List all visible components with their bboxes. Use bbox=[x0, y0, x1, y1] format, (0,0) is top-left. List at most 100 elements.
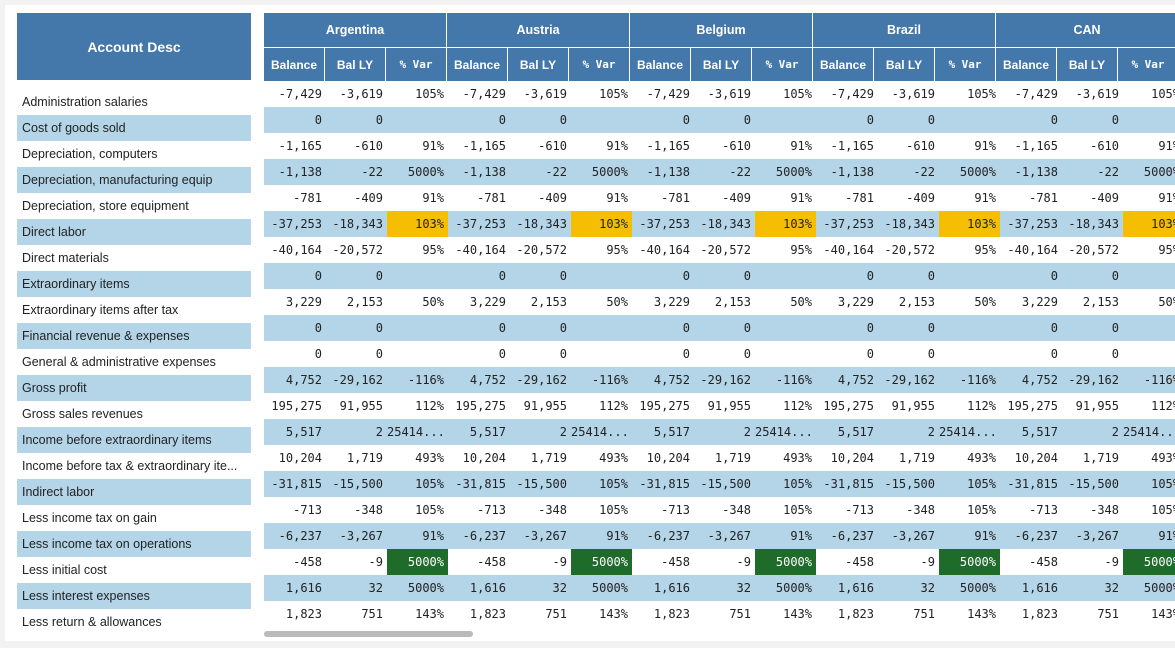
var-cell[interactable]: 95% bbox=[1158, 243, 1175, 257]
balance-cell[interactable]: 1,616 bbox=[837, 581, 874, 595]
account-row-label[interactable]: Depreciation, computers bbox=[22, 147, 158, 161]
var-cell[interactable]: 50% bbox=[422, 295, 444, 309]
bal-ly-cell[interactable]: -22 bbox=[1097, 165, 1119, 179]
bal-ly-cell[interactable]: 2 bbox=[927, 425, 935, 439]
account-row-label[interactable]: Direct materials bbox=[22, 251, 109, 265]
balance-cell[interactable]: 0 bbox=[498, 113, 506, 127]
var-cell[interactable]: 105% bbox=[415, 87, 444, 101]
var-cell[interactable] bbox=[571, 263, 632, 289]
bal-ly-cell[interactable]: 751 bbox=[1097, 607, 1119, 621]
balance-cell[interactable]: 0 bbox=[314, 321, 322, 335]
var-header[interactable]: % Var bbox=[569, 48, 630, 81]
var-cell[interactable]: 95% bbox=[790, 243, 812, 257]
var-cell[interactable]: 91% bbox=[790, 529, 812, 543]
balance-cell[interactable]: 10,204 bbox=[830, 451, 874, 465]
var-cell[interactable]: 95% bbox=[974, 243, 996, 257]
bal-ly-cell[interactable]: -18,343 bbox=[1068, 217, 1119, 231]
bal-ly-cell[interactable]: 0 bbox=[375, 347, 383, 361]
balance-cell[interactable]: 1,823 bbox=[653, 607, 690, 621]
bal-ly-cell[interactable]: -20,572 bbox=[884, 243, 935, 257]
var-cell[interactable] bbox=[755, 107, 816, 133]
balance-cell[interactable]: -458 bbox=[845, 555, 874, 569]
bal-ly-cell[interactable]: 0 bbox=[559, 269, 567, 283]
var-cell[interactable]: -116% bbox=[591, 373, 628, 387]
bal-ly-cell[interactable]: 0 bbox=[743, 321, 751, 335]
bal-ly-cell[interactable]: 32 bbox=[736, 581, 751, 595]
bal-ly-header[interactable]: Bal LY bbox=[691, 48, 752, 81]
bal-ly-cell[interactable]: -29,162 bbox=[1068, 373, 1119, 387]
bal-ly-cell[interactable]: 1,719 bbox=[1082, 451, 1119, 465]
bal-ly-cell[interactable]: 0 bbox=[743, 269, 751, 283]
balance-cell[interactable]: 0 bbox=[1050, 321, 1058, 335]
var-cell[interactable] bbox=[1123, 315, 1175, 341]
var-cell[interactable]: 91% bbox=[606, 191, 628, 205]
balance-cell[interactable]: 3,229 bbox=[837, 295, 874, 309]
balance-cell[interactable]: -40,164 bbox=[823, 243, 874, 257]
account-row-label[interactable]: Depreciation, store equipment bbox=[22, 199, 189, 213]
bal-ly-cell[interactable]: -610 bbox=[538, 139, 567, 153]
bal-ly-cell[interactable]: -18,343 bbox=[884, 217, 935, 231]
balance-cell[interactable]: -1,165 bbox=[278, 139, 322, 153]
var-cell[interactable]: 105% bbox=[967, 503, 996, 517]
balance-cell[interactable]: 0 bbox=[314, 347, 322, 361]
balance-cell[interactable]: 1,823 bbox=[837, 607, 874, 621]
balance-cell[interactable]: 4,752 bbox=[285, 373, 322, 387]
bal-ly-cell[interactable]: 0 bbox=[559, 347, 567, 361]
balance-cell[interactable]: 0 bbox=[682, 347, 690, 361]
balance-cell[interactable]: -31,815 bbox=[1007, 477, 1058, 491]
var-cell[interactable]: 5000% bbox=[591, 165, 628, 179]
var-cell[interactable]: 5000% bbox=[571, 549, 632, 575]
balance-cell[interactable]: 0 bbox=[1050, 269, 1058, 283]
var-cell[interactable] bbox=[387, 263, 448, 289]
bal-ly-cell[interactable]: -29,162 bbox=[884, 373, 935, 387]
balance-cell[interactable]: 10,204 bbox=[646, 451, 690, 465]
var-cell[interactable]: 91% bbox=[606, 139, 628, 153]
account-row-label[interactable]: Financial revenue & expenses bbox=[17, 323, 251, 349]
balance-cell[interactable]: -40,164 bbox=[455, 243, 506, 257]
var-cell[interactable] bbox=[1123, 341, 1175, 367]
var-cell[interactable]: 103% bbox=[939, 211, 1000, 237]
var-cell[interactable]: 143% bbox=[599, 607, 628, 621]
bal-ly-cell[interactable]: 0 bbox=[1111, 269, 1119, 283]
balance-cell[interactable]: 0 bbox=[498, 347, 506, 361]
bal-ly-cell[interactable]: -3,619 bbox=[707, 87, 751, 101]
bal-ly-cell[interactable]: -15,500 bbox=[700, 477, 751, 491]
bal-ly-cell[interactable]: 91,955 bbox=[707, 399, 751, 413]
var-cell[interactable]: 112% bbox=[1151, 399, 1175, 413]
var-cell[interactable]: 91% bbox=[974, 529, 996, 543]
country-header[interactable]: Austria bbox=[447, 13, 630, 47]
balance-cell[interactable]: -713 bbox=[845, 503, 874, 517]
balance-cell[interactable]: -7,429 bbox=[462, 87, 506, 101]
bal-ly-cell[interactable]: -610 bbox=[906, 139, 935, 153]
balance-cell[interactable]: 0 bbox=[1050, 347, 1058, 361]
balance-cell[interactable]: -37,253 bbox=[1007, 217, 1058, 231]
balance-cell[interactable]: -6,237 bbox=[462, 529, 506, 543]
bal-ly-cell[interactable]: 0 bbox=[375, 269, 383, 283]
var-cell[interactable]: 5000% bbox=[387, 549, 448, 575]
var-cell[interactable]: 91% bbox=[974, 139, 996, 153]
var-cell[interactable]: 5000% bbox=[959, 165, 996, 179]
var-cell[interactable]: -116% bbox=[407, 373, 444, 387]
balance-header[interactable]: Balance bbox=[447, 48, 508, 81]
var-cell[interactable]: 112% bbox=[783, 399, 812, 413]
bal-ly-cell[interactable]: -409 bbox=[354, 191, 383, 205]
bal-ly-cell[interactable]: 0 bbox=[375, 113, 383, 127]
balance-cell[interactable]: 1,823 bbox=[285, 607, 322, 621]
bal-ly-cell[interactable]: -610 bbox=[722, 139, 751, 153]
balance-cell[interactable]: -7,429 bbox=[278, 87, 322, 101]
balance-cell[interactable]: -6,237 bbox=[278, 529, 322, 543]
var-cell[interactable]: 5000% bbox=[755, 549, 816, 575]
account-row-label[interactable]: Depreciation, manufacturing equip bbox=[17, 167, 251, 193]
account-row-label[interactable]: Cost of goods sold bbox=[17, 115, 251, 141]
balance-cell[interactable]: 0 bbox=[314, 113, 322, 127]
var-cell[interactable]: 25414... bbox=[755, 425, 813, 439]
bal-ly-cell[interactable]: -18,343 bbox=[700, 217, 751, 231]
bal-ly-cell[interactable]: -15,500 bbox=[884, 477, 935, 491]
bal-ly-cell[interactable]: 2,153 bbox=[530, 295, 567, 309]
bal-ly-cell[interactable]: 0 bbox=[559, 113, 567, 127]
balance-cell[interactable]: -6,237 bbox=[646, 529, 690, 543]
bal-ly-cell[interactable]: 0 bbox=[559, 321, 567, 335]
bal-ly-cell[interactable]: -29,162 bbox=[700, 373, 751, 387]
var-cell[interactable]: 143% bbox=[967, 607, 996, 621]
balance-cell[interactable]: -1,138 bbox=[646, 165, 690, 179]
